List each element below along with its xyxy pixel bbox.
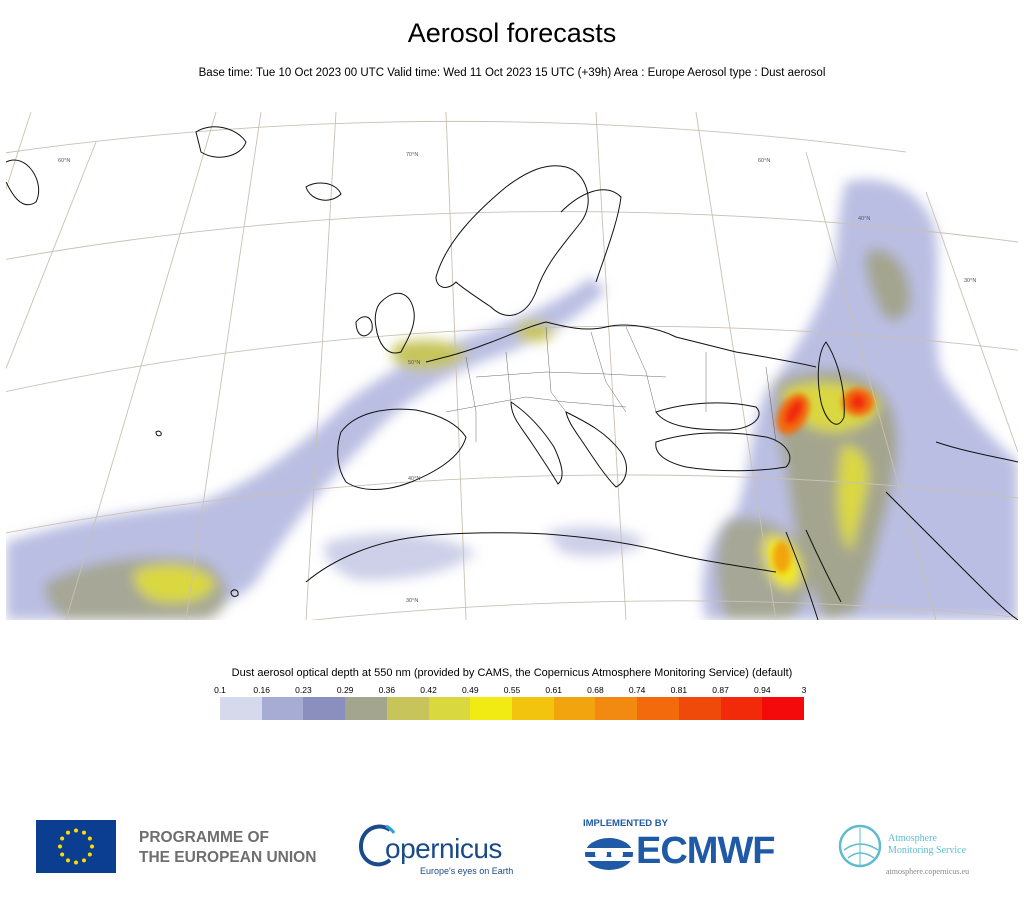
copernicus-c-icon: [359, 824, 396, 867]
ecmwf-logo-icon: [583, 838, 635, 870]
eu-star: [60, 836, 65, 841]
page-title: Aerosol forecasts: [407, 18, 617, 48]
ecmwf-logo-text: ECMWF: [636, 830, 776, 872]
footer: PROGRAMME OF THE EUROPEAN UNION opernicu…: [0, 800, 1024, 910]
legend-tick-label: 0.87: [712, 685, 729, 695]
colorbar-segment: [345, 697, 387, 720]
atmosphere-url: atmosphere.copernicus.eu: [886, 867, 970, 876]
colorbar-segment: [386, 697, 429, 720]
colorbar-segment: [303, 697, 346, 720]
colorbar-segment: [720, 697, 763, 720]
legend-tick-label: 3: [801, 685, 807, 695]
graticule-label: 60°N: [758, 158, 770, 164]
eu-label-line2: THE EUROPEAN UNION: [139, 849, 317, 866]
legend-tick-label: 0.29: [336, 685, 354, 695]
legend-tick-label: 0.42: [420, 685, 437, 695]
atmosphere-line1: Atmosphere: [888, 833, 937, 844]
atmosphere-globe-icon: [838, 824, 882, 868]
colorbar-segment: [762, 697, 805, 720]
graticule-label: 40°N: [408, 476, 420, 482]
graticule: [6, 112, 1018, 620]
graticule-label: 30°N: [964, 278, 976, 284]
eu-star: [66, 830, 70, 835]
legend-tick-label: 0.55: [503, 685, 521, 695]
implemented-by-label: IMPLEMENTED BY: [583, 818, 668, 829]
eu-star: [82, 830, 86, 835]
legend-tick-label: 0.74: [628, 685, 646, 695]
legend-title: Dust aerosol optical depth at 550 nm (pr…: [231, 667, 793, 679]
colorbar-segment: [428, 697, 471, 720]
legend-tick-label: 0.1: [214, 685, 226, 695]
colorbar-segment: [512, 697, 554, 720]
dust-hotspots: [773, 388, 874, 573]
eu-star: [82, 858, 86, 863]
colorbar-segment: [553, 697, 596, 720]
colorbar-segment: [637, 697, 679, 720]
legend-tick-label: 0.61: [545, 685, 562, 695]
colorbar: [220, 697, 805, 720]
graticule-label: 40°N: [858, 216, 870, 222]
eu-star: [74, 828, 78, 833]
legend-tick-label: 0.68: [587, 685, 604, 695]
legend-tick-label: 0.16: [253, 685, 270, 695]
legend-tick-label: 0.94: [754, 685, 771, 695]
legend-tick-label: 0.81: [670, 685, 688, 695]
copernicus-logo-text: opernicus: [385, 833, 502, 864]
page-subtitle: Base time: Tue 10 Oct 2023 00 UTC Valid …: [198, 67, 826, 79]
colorbar-segment: [678, 697, 721, 720]
graticule-label: 50°N: [408, 360, 420, 366]
eu-star: [87, 836, 92, 841]
graticule-label: 60°N: [58, 158, 70, 164]
atmosphere-line2: Monitoring Service: [888, 845, 967, 856]
graticule-label: 70°N: [406, 152, 418, 158]
eu-star: [60, 852, 65, 857]
country-borders: [445, 326, 777, 443]
legend-tick-label: 0.23: [295, 685, 312, 695]
legend-tick-label: 0.49: [462, 685, 479, 695]
graticule-label: 30°N: [406, 598, 418, 604]
eu-star: [66, 858, 70, 863]
eu-flag-logo: [36, 820, 116, 873]
legend-ticks: 0.1 0.16 0.23 0.29 0.36 0.42 0.49 0.55 0.61 0.68 0…: [214, 685, 807, 697]
atmosphere-service-label: Atmosphere Monitoring Service: [888, 833, 966, 857]
eu-star: [90, 844, 94, 849]
colorbar-segment: [595, 697, 638, 720]
eu-star: [87, 852, 92, 857]
colorbar-segment: [220, 697, 262, 720]
legend-tick-label: 0.36: [378, 685, 396, 695]
coastlines: [6, 126, 1018, 620]
eu-star: [58, 844, 62, 849]
colorbar-segment: [470, 697, 513, 720]
dust-aerosol-map: 70°N 60°N 50°N 40°N 30°N 30°N 40°N 60°N: [6, 112, 1018, 620]
colorbar-segment: [261, 697, 304, 720]
eu-star: [74, 860, 78, 865]
eu-programme-label: PROGRAMME OF THE EUROPEAN UNION: [139, 828, 316, 868]
eu-label-line1: PROGRAMME OF: [139, 829, 270, 846]
copernicus-tagline: Europe's eyes on Earth: [420, 866, 514, 876]
